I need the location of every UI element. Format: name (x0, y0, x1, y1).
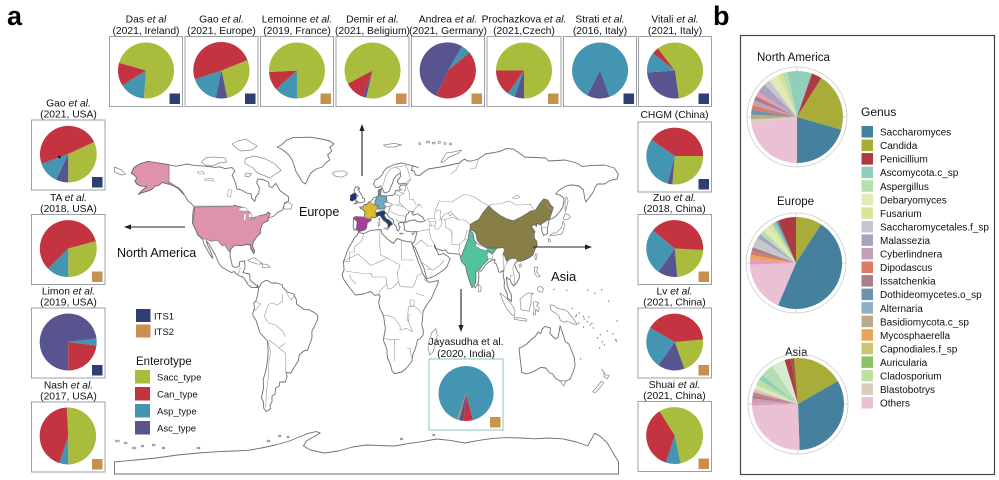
svg-text:b: b (713, 1, 730, 31)
svg-text:a: a (7, 1, 23, 31)
svg-text:Prochazkova et al.: Prochazkova et al. (482, 15, 567, 26)
svg-text:(2021, Germany): (2021, Germany) (409, 26, 487, 37)
svg-text:TA et al.: TA et al. (50, 193, 87, 204)
svg-text:Malassezia: Malassezia (880, 236, 930, 247)
svg-text:Europe: Europe (299, 205, 339, 219)
svg-text:Lemoinne et al.: Lemoinne et al. (262, 15, 332, 26)
svg-text:Gao et al.: Gao et al. (46, 99, 91, 110)
svg-text:Candida: Candida (880, 141, 918, 152)
svg-text:Europe: Europe (777, 196, 814, 208)
svg-text:Vitali et al.: Vitali et al. (651, 15, 698, 26)
svg-text:(2021, Italy): (2021, Italy) (648, 26, 702, 37)
svg-text:Genus: Genus (861, 105, 896, 119)
svg-text:Cladosporium: Cladosporium (880, 372, 942, 383)
svg-text:Gao et al.: Gao et al. (199, 15, 244, 26)
svg-text:Strati et al.: Strati et al. (575, 15, 624, 26)
svg-text:North America: North America (757, 52, 830, 64)
svg-text:Saccharomyces: Saccharomyces (880, 128, 951, 139)
svg-text:Sacc_type: Sacc_type (157, 373, 201, 384)
svg-text:North America: North America (117, 246, 196, 260)
svg-text:Debaryomyces: Debaryomyces (880, 195, 947, 206)
svg-text:Asia: Asia (551, 269, 577, 284)
svg-text:CHGM (China): CHGM (China) (640, 110, 708, 121)
svg-text:(2018, China): (2018, China) (643, 204, 705, 215)
svg-text:Jayasudha et al.: Jayasudha et al. (429, 337, 504, 348)
svg-text:Dothideomycetes.o_sp: Dothideomycetes.o_sp (880, 290, 982, 301)
svg-text:Capnodiales.f_sp: Capnodiales.f_sp (880, 344, 958, 355)
svg-text:(2019, USA): (2019, USA) (40, 298, 97, 309)
svg-text:Demir et al.: Demir et al. (346, 15, 399, 26)
svg-text:(2021, China): (2021, China) (643, 298, 705, 309)
svg-text:Issatchenkia: Issatchenkia (880, 277, 936, 288)
svg-text:Alternaria: Alternaria (880, 304, 923, 315)
svg-text:Andrea et al.: Andrea et al. (419, 15, 477, 26)
svg-text:Auricularia: Auricularia (880, 358, 928, 369)
svg-text:Can_type: Can_type (157, 390, 198, 401)
svg-text:Aspergillus: Aspergillus (880, 182, 929, 193)
svg-text:(2021,Czech): (2021,Czech) (493, 26, 555, 37)
svg-text:Dipodascus: Dipodascus (880, 263, 932, 274)
svg-text:(2016, Italy): (2016, Italy) (573, 26, 627, 37)
svg-text:(2021, Europe): (2021, Europe) (187, 26, 256, 37)
svg-text:Cyberlindnera: Cyberlindnera (880, 250, 943, 261)
svg-text:Blastobotrys: Blastobotrys (880, 385, 935, 396)
svg-text:(2021, Beligium): (2021, Beligium) (335, 26, 410, 37)
svg-text:(2021, USA): (2021, USA) (40, 110, 97, 121)
svg-text:Fusarium: Fusarium (880, 209, 922, 220)
svg-text:(2018, USA): (2018, USA) (40, 204, 97, 215)
svg-text:Saccharomycetales.f_sp: Saccharomycetales.f_sp (880, 223, 989, 234)
svg-text:(2020, India): (2020, India) (437, 349, 495, 360)
svg-text:Lv et al.: Lv et al. (656, 287, 692, 298)
svg-text:Others: Others (880, 399, 910, 410)
svg-text:Limon et al.: Limon et al. (42, 287, 95, 298)
svg-text:Asia: Asia (785, 347, 808, 359)
svg-text:(2019, France): (2019, France) (263, 26, 331, 37)
svg-text:Ascomycota.c_sp: Ascomycota.c_sp (880, 168, 959, 179)
svg-text:(2021, China): (2021, China) (643, 391, 705, 402)
svg-text:Asp_type: Asp_type (157, 407, 197, 418)
svg-text:Mycosphaerella: Mycosphaerella (880, 331, 950, 342)
svg-text:Zuo et al.: Zuo et al. (653, 193, 696, 204)
svg-text:Asc_type: Asc_type (157, 424, 196, 435)
svg-text:ITS1: ITS1 (154, 312, 174, 323)
svg-text:Nash et al.: Nash et al. (44, 381, 93, 392)
svg-text:Enterotype: Enterotype (136, 356, 192, 368)
svg-text:Basidiomycota.c_sp: Basidiomycota.c_sp (880, 317, 969, 328)
svg-text:Shuai et al.: Shuai et al. (649, 380, 701, 391)
svg-text:(2021, Ireland): (2021, Ireland) (113, 26, 180, 37)
svg-text:Penicillium: Penicillium (880, 155, 928, 166)
svg-text:ITS2: ITS2 (154, 327, 174, 338)
svg-text:(2017, USA): (2017, USA) (40, 392, 97, 403)
svg-text:Das et al: Das et al (126, 15, 167, 26)
